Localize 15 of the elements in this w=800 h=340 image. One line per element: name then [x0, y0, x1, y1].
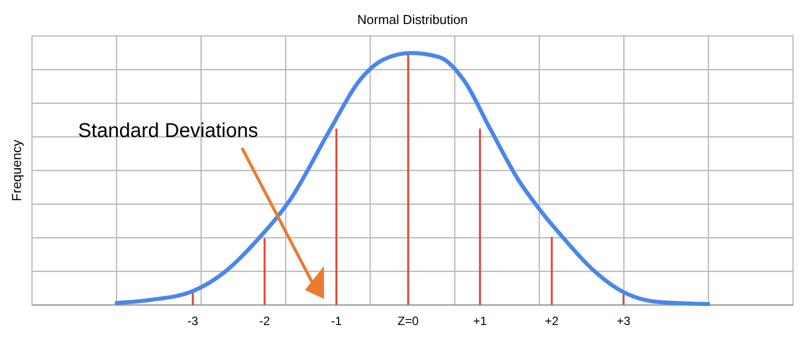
bar: [478, 128, 481, 305]
bar: [335, 128, 338, 305]
y-axis-title: Frequency: [9, 139, 24, 202]
chart-title: Normal Distribution: [357, 12, 468, 27]
annotation: Standard Deviations: [78, 120, 258, 142]
bar: [550, 236, 553, 305]
x-tick-label: -2: [259, 314, 270, 328]
x-tick-label: -1: [331, 314, 342, 328]
x-tick-label: +2: [544, 314, 559, 328]
x-tick-label: +3: [616, 314, 631, 328]
bar: [407, 53, 410, 305]
x-tick-label: -3: [187, 314, 198, 328]
bar: [264, 238, 266, 305]
x-tick-label: +1: [473, 314, 488, 328]
x-tick-label: Z=0: [398, 314, 420, 328]
